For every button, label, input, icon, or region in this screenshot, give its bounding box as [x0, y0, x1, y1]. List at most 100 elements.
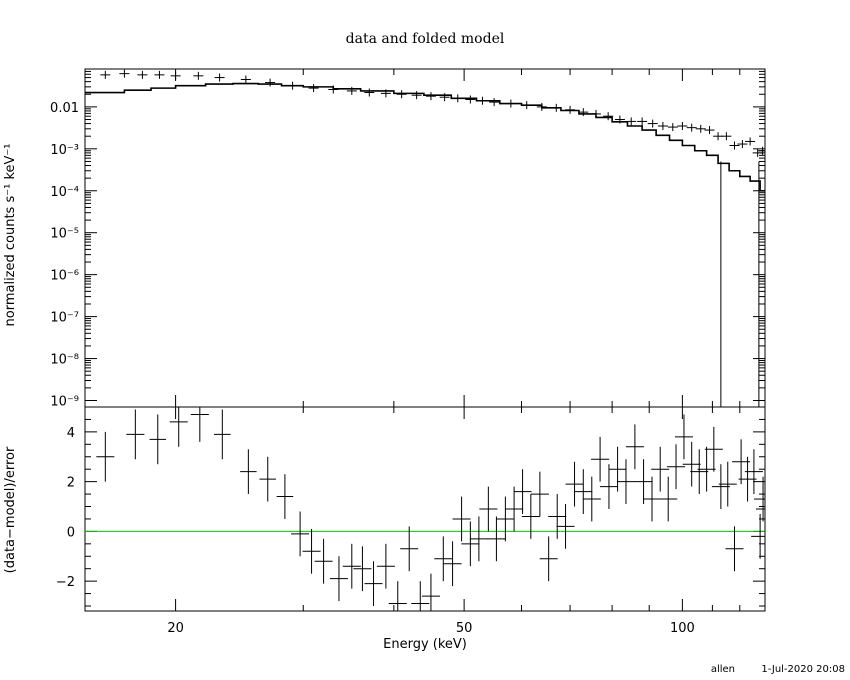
residual-point	[149, 414, 167, 465]
residual-point	[452, 496, 471, 542]
data-points	[100, 69, 765, 157]
residual-point	[388, 581, 407, 611]
data-point	[757, 146, 765, 155]
residual-point	[556, 504, 575, 549]
model-step-curve	[85, 82, 765, 407]
residual-point	[96, 431, 115, 482]
residual-point	[711, 464, 730, 509]
residual-point	[214, 409, 231, 460]
bottom-y-tick-label: 0	[67, 525, 75, 540]
top-y-tick-label: 10⁻⁸	[50, 353, 79, 368]
data-point	[452, 94, 463, 103]
residual-point	[259, 456, 277, 502]
data-point	[647, 119, 658, 128]
residual-point	[530, 471, 549, 517]
data-point	[425, 92, 436, 101]
bottom-y-tick-label: 2	[67, 476, 75, 491]
residual-point	[697, 446, 716, 492]
model-curve	[85, 82, 765, 192]
residual-point	[591, 436, 610, 482]
chart-title: data and folded model	[346, 31, 505, 47]
residual-point	[411, 581, 430, 611]
data-point	[346, 86, 357, 95]
data-point	[154, 70, 165, 79]
residual-point	[513, 469, 532, 514]
top-panel-ticks: 0.01 10⁻³ 10⁻⁴ 10⁻⁵ 10⁻⁶ 10⁻⁷ 10⁻⁸ 10⁻⁹	[50, 68, 766, 410]
x-tick-label: 50	[456, 621, 473, 636]
top-y-axis-label: normalized counts s⁻¹ keV⁻¹	[3, 144, 18, 327]
residual-point	[725, 526, 744, 572]
data-point	[411, 91, 422, 100]
data-point	[551, 103, 562, 112]
top-y-tick-label: 10⁻⁵	[50, 227, 79, 242]
residual-point	[754, 476, 765, 522]
residual-point	[548, 494, 567, 539]
data-point	[380, 89, 391, 98]
bottom-y-tick-label: −2	[56, 575, 75, 590]
residual-point	[704, 426, 723, 472]
data-point	[667, 123, 678, 132]
residual-point	[642, 476, 662, 522]
data-point	[439, 93, 450, 102]
residual-point	[329, 556, 348, 602]
top-y-tick-label: 10⁻⁷	[50, 311, 79, 326]
residual-point	[302, 528, 321, 574]
data-point	[626, 117, 637, 126]
footer-timestamp: 1-Jul-2020 20:08	[761, 664, 845, 675]
data-point	[737, 140, 748, 149]
x-tick-label: 20	[167, 621, 184, 636]
residual-point	[364, 561, 383, 607]
data-point	[287, 81, 298, 90]
residual-point	[651, 446, 670, 492]
residual-point	[276, 474, 294, 519]
residual-point	[496, 496, 515, 542]
data-point	[265, 78, 276, 87]
bottom-panel-frame	[84, 406, 766, 612]
residual-point	[574, 469, 593, 514]
residual-point	[744, 449, 763, 495]
residual-point	[505, 486, 524, 532]
residual-point	[314, 538, 333, 584]
residual-point	[521, 494, 540, 539]
data-point	[489, 98, 500, 107]
data-point	[100, 70, 111, 79]
residual-point	[342, 543, 361, 589]
residual-point	[461, 521, 480, 567]
top-y-tick-label: 10⁻³	[50, 143, 79, 158]
data-point	[590, 109, 601, 118]
residual-point	[634, 459, 653, 505]
residual-point	[443, 541, 462, 587]
data-point	[745, 137, 756, 146]
residual-points	[96, 407, 766, 611]
data-point	[729, 141, 740, 150]
top-panel-frame	[84, 68, 766, 408]
data-point	[603, 112, 614, 121]
residual-point	[126, 409, 145, 460]
residual-point	[690, 449, 709, 495]
residual-point	[190, 407, 209, 442]
residual-point	[169, 407, 188, 447]
data-point	[308, 84, 319, 93]
data-point	[752, 148, 763, 157]
data-point	[137, 70, 148, 79]
residual-point	[376, 543, 395, 589]
data-point	[686, 123, 697, 132]
data-point	[465, 95, 476, 104]
residual-point	[479, 486, 498, 532]
residual-point	[421, 573, 440, 611]
data-point	[657, 122, 668, 131]
data-point	[364, 88, 375, 97]
top-y-tick-label: 10⁻⁴	[50, 185, 79, 200]
residual-point	[625, 424, 644, 470]
bottom-y-tick-label: 4	[67, 426, 75, 441]
data-point	[119, 69, 130, 78]
data-point	[704, 126, 715, 135]
residual-point	[400, 526, 419, 572]
residual-point	[539, 536, 558, 582]
data-point	[614, 115, 625, 124]
residual-point	[353, 546, 372, 592]
residual-point	[487, 516, 506, 562]
data-point	[396, 90, 407, 99]
residual-point	[667, 444, 686, 490]
top-y-tick-label: 0.01	[50, 101, 79, 116]
